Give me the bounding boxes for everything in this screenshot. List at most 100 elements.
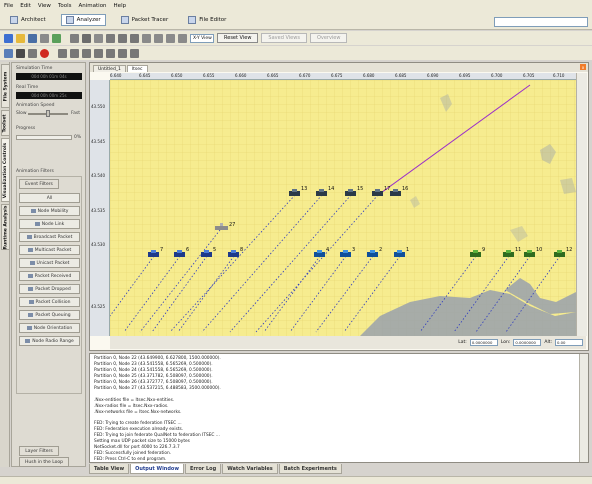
node-14[interactable]: 14 [316, 186, 334, 196]
filter-packet-collision-button[interactable]: Packet Collision [19, 297, 80, 307]
tab-batch-experiments[interactable]: Batch Experiments [278, 464, 342, 474]
save-icon[interactable] [28, 33, 37, 43]
filter-packet-queuing-button[interactable]: Packet Queuing [19, 310, 80, 320]
view-select[interactable]: X-Y View [190, 33, 214, 43]
grid-icon[interactable] [178, 33, 187, 43]
filter-broadcast-packet-button[interactable]: Broadcast Packet [19, 232, 80, 242]
arrange-icon[interactable] [166, 33, 175, 43]
tab-runtime-analysis[interactable]: Runtime Analysis [1, 204, 10, 250]
output-window[interactable]: Partition 0, Node 22 (43.649900, 6.62780… [89, 353, 589, 463]
output-scrollbar[interactable] [579, 354, 588, 462]
layout-icon[interactable] [4, 48, 13, 58]
filter-node-orientation-button[interactable]: Node Orientation [19, 323, 80, 333]
filter-node-link-button[interactable]: Node Link [19, 219, 80, 229]
node-6[interactable]: 6 [174, 247, 189, 257]
tab-error-log[interactable]: Error Log [184, 464, 222, 474]
canvas-pane: Untitled_1 ltsec x 6.640 6.645 6.650 6.6… [89, 62, 589, 351]
node-16[interactable]: 16 [390, 186, 408, 196]
filter-packet-received-button[interactable]: Packet Received [19, 271, 80, 281]
scenario-map[interactable]: 7 6 5 8 4 3 2 1 9 11 10 12 13 14 15 17 1… [110, 80, 576, 336]
node-10[interactable]: 10 [524, 247, 542, 257]
move-icon[interactable] [154, 33, 163, 43]
node-1[interactable]: 1 [394, 247, 409, 257]
terminal-icon[interactable] [16, 48, 25, 58]
step-back-icon[interactable] [58, 48, 67, 58]
node-13[interactable]: 13 [289, 186, 307, 196]
run-icon[interactable] [52, 33, 61, 43]
pan-icon[interactable] [94, 33, 103, 43]
tab-toolset[interactable]: Toolset [1, 110, 10, 136]
node-3[interactable]: 3 [340, 247, 355, 257]
alt-field[interactable]: 0.00 [555, 339, 583, 346]
filter-node-radio-range-button[interactable]: Node Radio Range [19, 336, 80, 346]
node-9[interactable]: 9 [470, 247, 485, 257]
svg-text:10: 10 [536, 247, 542, 253]
mode-packet-tracer[interactable]: Packet Tracer [116, 14, 174, 26]
saved-views-button[interactable]: Saved Views [261, 33, 307, 43]
settings-icon[interactable] [28, 48, 37, 58]
reset-view-button[interactable]: Reset View [217, 33, 259, 43]
node-27[interactable]: 27 [215, 222, 235, 230]
record-icon[interactable] [40, 48, 49, 58]
node-12[interactable]: 12 [554, 247, 572, 257]
tab-watch-variables[interactable]: Watch Variables [222, 464, 278, 474]
filter-multicast-packet-button[interactable]: Multicast Packet [19, 245, 80, 255]
hush-in-the-loop-button[interactable]: Hush in the Loop [19, 457, 69, 467]
menu-animation[interactable]: Animation [78, 2, 107, 9]
open-icon[interactable] [16, 33, 25, 43]
lon-field[interactable]: 0.0000000 [513, 339, 542, 346]
tab-output-window[interactable]: Output Window [130, 464, 184, 474]
select-icon[interactable] [70, 33, 79, 43]
zoom-in-icon[interactable] [118, 33, 127, 43]
tab-visualization-controls[interactable]: Visualization Controls [1, 138, 10, 202]
mode-analyzer[interactable]: Analyzer [60, 14, 106, 26]
event-filters-button[interactable]: Event Filters [19, 179, 59, 189]
stop-icon[interactable] [106, 48, 115, 58]
node-17[interactable]: 17 [372, 186, 390, 196]
fast-forward-icon[interactable] [118, 48, 127, 58]
doc-tab-untitled[interactable]: Untitled_1 [93, 65, 126, 72]
tab-table-view[interactable]: Table View [89, 464, 130, 474]
layer-filters-button[interactable]: Layer Filters [19, 446, 59, 456]
filter-node-mobility-button[interactable]: Node Mobility [19, 206, 80, 216]
close-icon[interactable]: x [580, 64, 586, 70]
lasso-icon[interactable] [82, 33, 91, 43]
menu-tools[interactable]: Tools [57, 2, 72, 9]
progress-label: Progress [16, 126, 36, 131]
speed-slider-thumb[interactable] [46, 110, 50, 117]
node-11[interactable]: 11 [503, 247, 521, 257]
filter-all-button[interactable]: All [19, 193, 80, 203]
node-4[interactable]: 4 [314, 247, 329, 257]
menu-help[interactable]: Help [113, 2, 127, 9]
filter-unicast-packet-button[interactable]: Unicast Packet [19, 258, 80, 268]
search-input[interactable] [494, 17, 588, 27]
output-line: Partition 0, Node 26 (43.372777, 6.50809… [94, 380, 213, 385]
svg-text:1: 1 [406, 247, 409, 253]
zoom-fit-icon[interactable] [142, 33, 151, 43]
menu-file[interactable]: File [4, 2, 14, 9]
node-8[interactable]: 8 [228, 247, 243, 257]
pause-icon[interactable] [82, 48, 91, 58]
canvas-vertical-scrollbar[interactable] [576, 73, 587, 336]
overview-button[interactable]: Overview [309, 33, 348, 43]
skip-icon[interactable] [130, 48, 139, 58]
lat-field[interactable]: 0.0000000 [469, 339, 498, 346]
menu-edit[interactable]: Edit [20, 2, 31, 9]
step-forward-icon[interactable] [94, 48, 103, 58]
play-icon[interactable] [70, 48, 79, 58]
mobility-icon [30, 209, 36, 213]
node-2[interactable]: 2 [367, 247, 382, 257]
menu-view[interactable]: View [37, 2, 51, 9]
doc-tab-itsec[interactable]: ltsec [126, 65, 148, 72]
tab-file-system[interactable]: File System [1, 64, 10, 108]
node-7[interactable]: 7 [148, 247, 163, 257]
new-icon[interactable] [4, 33, 13, 43]
zoom-out-icon[interactable] [130, 33, 139, 43]
mode-file-editor[interactable]: File Editor [183, 14, 231, 26]
filter-packet-dropped-button[interactable]: Packet Dropped [19, 284, 80, 294]
print-icon[interactable] [40, 33, 49, 43]
mode-architect[interactable]: Architect [5, 14, 51, 26]
node-15[interactable]: 15 [345, 186, 363, 196]
rotate-icon[interactable] [106, 33, 115, 43]
node-5[interactable]: 5 [201, 247, 216, 257]
